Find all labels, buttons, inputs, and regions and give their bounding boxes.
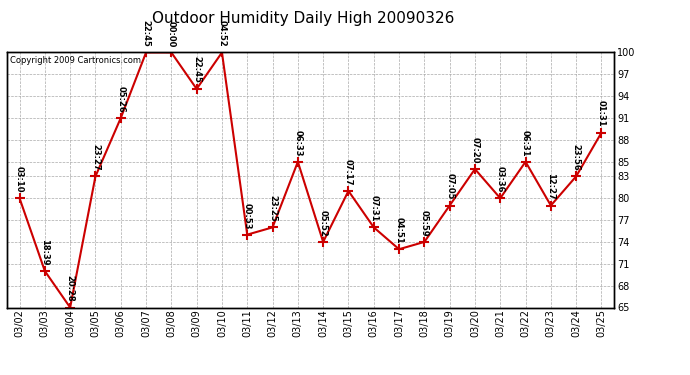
Text: 22:45: 22:45 <box>141 20 150 47</box>
Text: 00:53: 00:53 <box>243 202 252 229</box>
Text: 07:20: 07:20 <box>471 137 480 164</box>
Text: 20:28: 20:28 <box>66 275 75 302</box>
Text: 03:36: 03:36 <box>495 166 505 193</box>
Text: 00:00: 00:00 <box>167 21 176 47</box>
Text: 05:26: 05:26 <box>116 86 126 112</box>
Text: Copyright 2009 Cartronics.com: Copyright 2009 Cartronics.com <box>10 56 141 65</box>
Text: 07:17: 07:17 <box>344 159 353 185</box>
Text: 23:56: 23:56 <box>571 144 581 171</box>
Text: 04:52: 04:52 <box>217 20 226 47</box>
Text: 18:39: 18:39 <box>40 239 50 266</box>
Text: 06:33: 06:33 <box>293 130 302 156</box>
Text: 22:45: 22:45 <box>192 57 201 83</box>
Text: 07:05: 07:05 <box>445 174 454 200</box>
Text: 05:52: 05:52 <box>319 210 328 236</box>
Text: 23:27: 23:27 <box>91 144 100 171</box>
Text: 05:59: 05:59 <box>420 210 429 236</box>
Text: 01:31: 01:31 <box>597 100 606 127</box>
Text: Outdoor Humidity Daily High 20090326: Outdoor Humidity Daily High 20090326 <box>152 11 455 26</box>
Text: 12:27: 12:27 <box>546 173 555 200</box>
Text: 04:51: 04:51 <box>395 217 404 244</box>
Text: 03:10: 03:10 <box>15 166 24 193</box>
Text: 07:31: 07:31 <box>369 195 378 222</box>
Text: 23:25: 23:25 <box>268 195 277 222</box>
Text: 06:31: 06:31 <box>521 130 530 156</box>
